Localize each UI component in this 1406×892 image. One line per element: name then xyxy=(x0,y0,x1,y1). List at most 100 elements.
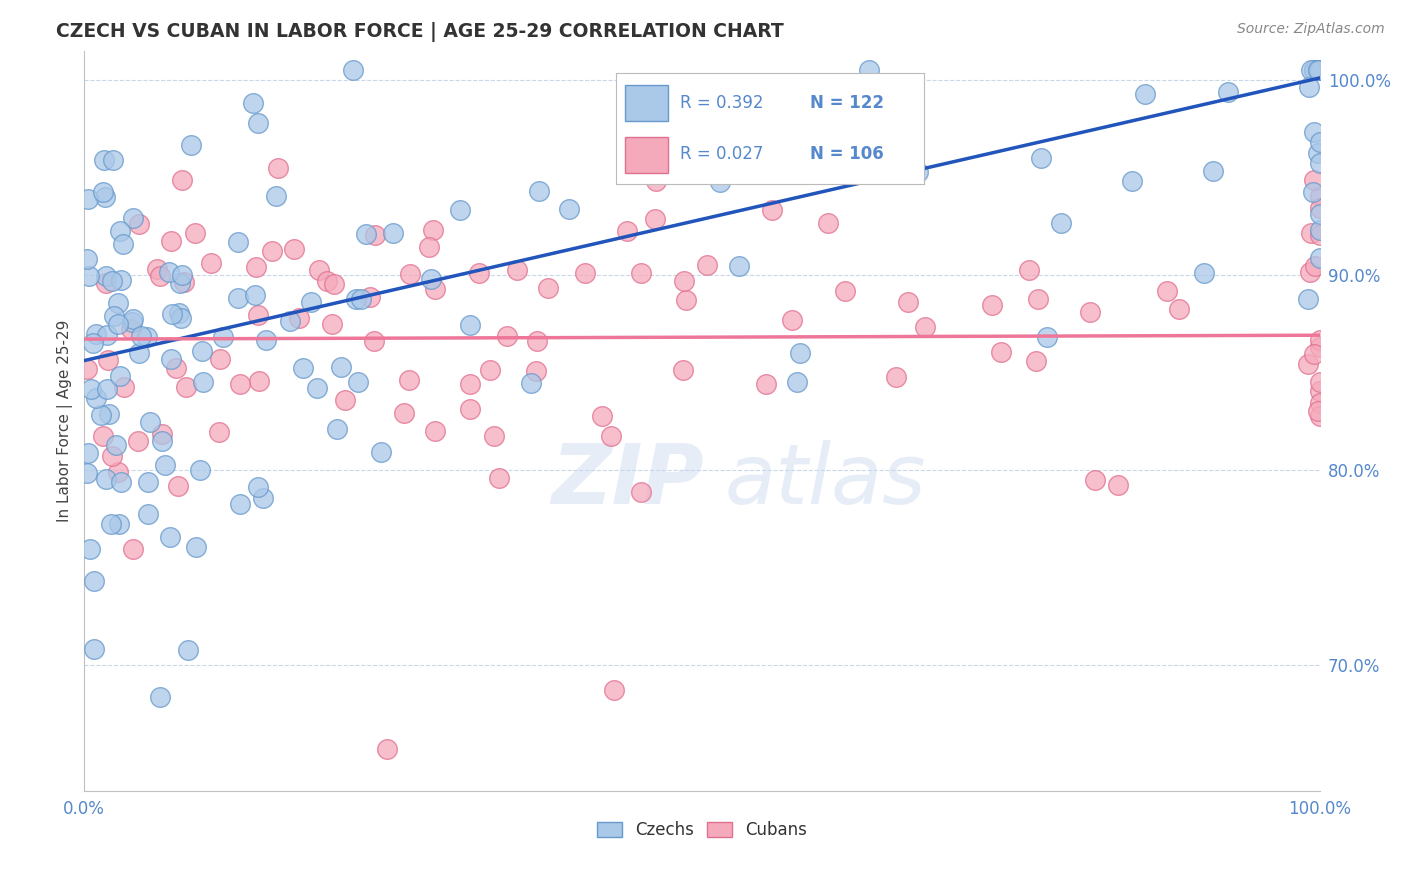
Point xyxy=(77,446,100,460)
Point xyxy=(1309,251,1331,265)
Point xyxy=(1192,266,1215,280)
Point xyxy=(160,307,183,321)
Point xyxy=(177,642,200,657)
Point xyxy=(153,458,176,472)
Point xyxy=(94,269,117,284)
Point xyxy=(907,165,929,179)
Point xyxy=(307,381,329,395)
Point xyxy=(600,429,623,443)
Point xyxy=(858,63,880,78)
Point xyxy=(226,291,249,305)
Point xyxy=(728,259,751,273)
Point xyxy=(186,540,208,554)
Point xyxy=(458,376,481,391)
Point xyxy=(558,202,581,216)
Point xyxy=(136,507,159,521)
Point xyxy=(1309,384,1331,398)
Point xyxy=(212,330,235,344)
Point xyxy=(128,217,150,231)
Point xyxy=(316,274,339,288)
Point xyxy=(107,296,129,310)
Point xyxy=(77,192,100,206)
Point xyxy=(308,263,330,277)
Text: Source: ZipAtlas.com: Source: ZipAtlas.com xyxy=(1237,22,1385,37)
Point xyxy=(94,473,117,487)
Point xyxy=(107,317,129,331)
Point xyxy=(172,268,194,282)
Point xyxy=(247,480,270,494)
Point xyxy=(76,252,98,267)
Legend: Czechs, Cubans: Czechs, Cubans xyxy=(591,814,814,846)
Point xyxy=(672,363,695,377)
Point xyxy=(468,266,491,280)
Point xyxy=(76,467,98,481)
Point xyxy=(1309,395,1331,409)
Point xyxy=(167,306,190,320)
Point xyxy=(1298,264,1320,278)
Point xyxy=(418,240,440,254)
Point xyxy=(616,224,638,238)
Point xyxy=(1309,222,1331,236)
Point xyxy=(399,267,422,281)
Point xyxy=(359,290,381,304)
Point xyxy=(103,309,125,323)
Point xyxy=(914,319,936,334)
Point xyxy=(1036,330,1059,344)
Point xyxy=(458,401,481,416)
Point xyxy=(200,256,222,270)
Point xyxy=(630,267,652,281)
Point xyxy=(630,485,652,500)
Point xyxy=(90,408,112,422)
Point xyxy=(245,288,267,302)
Point xyxy=(80,383,103,397)
Point xyxy=(146,261,169,276)
Point xyxy=(121,541,143,556)
Point xyxy=(208,425,231,440)
Point xyxy=(110,224,132,238)
Point xyxy=(149,269,172,284)
Point xyxy=(1156,285,1178,299)
Point xyxy=(229,376,252,391)
Point xyxy=(160,351,183,366)
Point xyxy=(82,336,104,351)
Point xyxy=(422,222,444,236)
Point xyxy=(364,228,387,243)
Point xyxy=(1309,376,1331,390)
Point xyxy=(97,352,120,367)
Point xyxy=(91,185,114,199)
Point xyxy=(1302,63,1324,78)
Point xyxy=(120,322,142,336)
Point xyxy=(762,135,785,149)
Point xyxy=(209,352,232,367)
Point xyxy=(1028,292,1050,306)
Point xyxy=(96,382,118,396)
Point xyxy=(1303,63,1326,78)
Point xyxy=(392,406,415,420)
Point xyxy=(254,334,277,348)
Point xyxy=(150,434,173,449)
Point xyxy=(139,415,162,429)
Point xyxy=(1308,63,1330,78)
Point xyxy=(1296,357,1319,371)
Point xyxy=(527,184,550,198)
Point xyxy=(990,345,1012,359)
Point xyxy=(157,265,180,279)
Point xyxy=(520,376,543,391)
Point xyxy=(170,173,193,187)
Point xyxy=(381,227,404,241)
Point xyxy=(574,266,596,280)
Point xyxy=(252,491,274,505)
Point xyxy=(100,517,122,532)
Point xyxy=(108,517,131,532)
Point xyxy=(780,313,803,327)
Point xyxy=(696,258,718,272)
Point xyxy=(1298,80,1320,95)
Point xyxy=(193,375,215,389)
Point xyxy=(150,426,173,441)
Point xyxy=(526,334,548,349)
Point xyxy=(299,294,322,309)
Point xyxy=(96,327,118,342)
Point xyxy=(354,227,377,242)
Point xyxy=(1309,207,1331,221)
Point xyxy=(1309,333,1331,347)
